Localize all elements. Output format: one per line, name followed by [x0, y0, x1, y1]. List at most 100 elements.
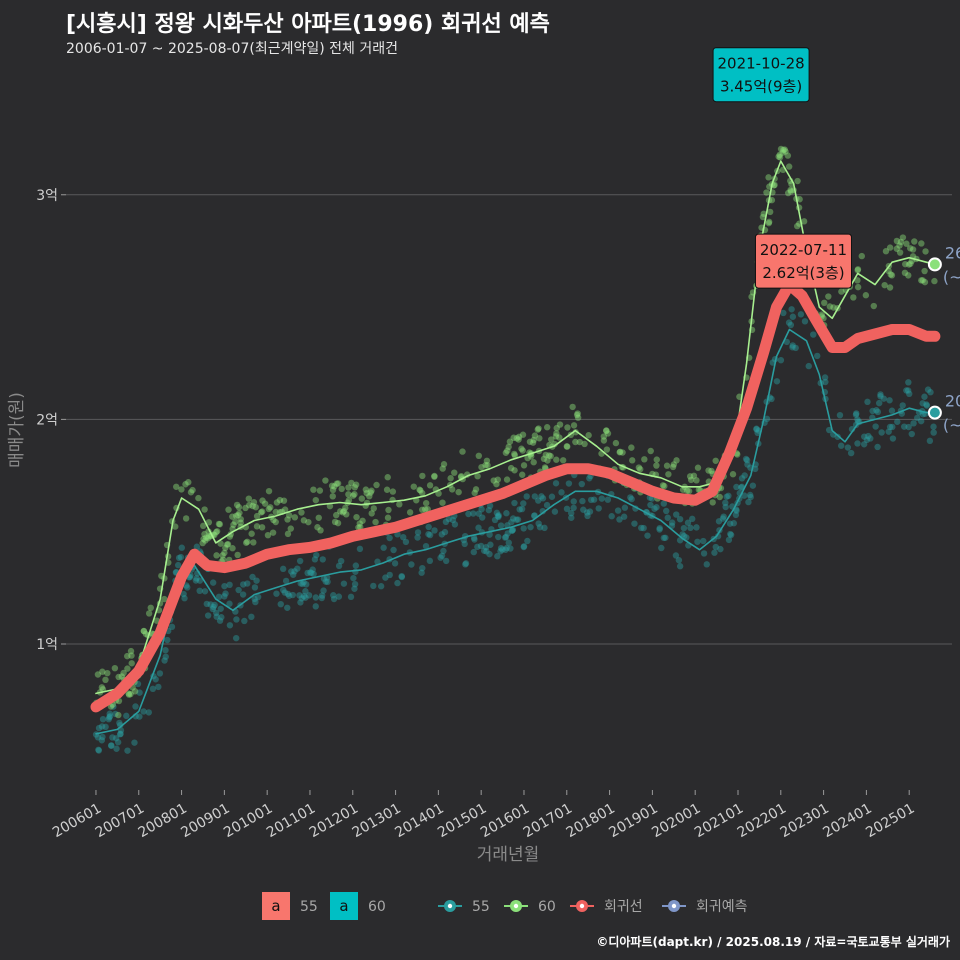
scatter-point — [106, 714, 113, 721]
scatter-point — [475, 510, 482, 517]
scatter-point — [584, 512, 591, 520]
scatter-point — [273, 499, 281, 506]
scatter-point — [908, 430, 915, 438]
scatter-point — [235, 504, 243, 511]
scatter-point — [233, 616, 240, 623]
scatter-point — [647, 447, 654, 455]
scatter-point — [893, 237, 901, 245]
scatter-point — [483, 548, 490, 555]
legend-label: 회귀선 — [604, 899, 643, 915]
scatter-point — [858, 252, 865, 260]
scatter-point — [480, 547, 488, 554]
scatter-point — [781, 146, 788, 153]
scatter-point — [886, 244, 894, 251]
scatter-point — [763, 189, 770, 196]
scatter-point — [744, 461, 751, 468]
scatter-point — [874, 408, 882, 416]
scatter-point — [894, 418, 901, 425]
scatter-point — [313, 551, 320, 559]
scatter-point — [285, 592, 293, 599]
scatter-point — [720, 513, 727, 520]
scatter-point — [907, 245, 914, 252]
scatter-point — [805, 362, 812, 370]
y-tick-label: 3억 — [36, 188, 58, 204]
scatter-point — [462, 561, 469, 568]
scatter-point — [115, 673, 122, 681]
scatter-point — [240, 581, 247, 588]
scatter-point — [785, 189, 792, 197]
scatter-point — [712, 457, 719, 464]
scatter-point — [490, 477, 497, 484]
scatter-point — [539, 495, 547, 502]
scatter-point — [199, 539, 206, 547]
scatter-point — [903, 240, 910, 247]
scatter-point — [897, 238, 905, 246]
end-label-value: 20,267 — [945, 392, 960, 411]
scatter-point — [192, 577, 200, 584]
scatter-point — [431, 472, 438, 480]
scatter-point — [570, 422, 578, 429]
scatter-point — [200, 535, 207, 543]
scatter-point — [232, 634, 240, 642]
scatter-point — [117, 721, 124, 729]
scatter-point — [245, 495, 253, 502]
scatter-point — [368, 510, 375, 517]
scatter-point — [373, 481, 380, 489]
scatter-point — [156, 670, 164, 677]
scatter-point — [440, 547, 447, 555]
scatter-point — [703, 561, 710, 568]
scatter-point — [386, 534, 393, 542]
scatter-point — [289, 571, 297, 578]
scatter-point — [862, 292, 870, 299]
scatter-point — [852, 411, 860, 418]
scatter-point — [442, 518, 450, 526]
scatter-point — [205, 533, 213, 540]
scatter-point — [789, 313, 797, 320]
scatter-point — [836, 411, 844, 419]
scatter-point — [494, 476, 501, 483]
scatter-point — [600, 437, 608, 444]
scatter-point — [727, 530, 734, 538]
scatter-point — [543, 424, 551, 431]
scatter-point — [603, 446, 611, 453]
scatter-point — [221, 549, 228, 557]
scatter-point — [497, 548, 504, 555]
scatter-point — [284, 530, 292, 538]
scatter-point — [638, 524, 645, 532]
scatter-point — [581, 440, 588, 448]
scatter-point — [112, 710, 119, 718]
scatter-point — [131, 739, 138, 746]
scatter-point — [565, 480, 573, 487]
scatter-point — [335, 593, 343, 600]
scatter-point — [345, 484, 352, 491]
scatter-point — [507, 464, 515, 472]
scatter-point — [152, 676, 159, 683]
scatter-point — [903, 387, 910, 394]
scatter-point — [241, 617, 248, 625]
scatter-point — [504, 530, 511, 537]
scatter-point — [288, 568, 295, 575]
scatter-point — [616, 448, 624, 455]
scatter-point — [586, 475, 593, 482]
scatter-point — [906, 390, 913, 398]
scatter-point — [213, 528, 220, 536]
scatter-point — [184, 584, 191, 591]
scatter-point — [535, 425, 542, 432]
scatter-point — [543, 501, 551, 509]
scatter-point — [108, 742, 115, 749]
scatter-point — [527, 523, 534, 531]
scatter-point — [604, 430, 612, 437]
scatter-point — [265, 487, 273, 495]
scatter-point — [108, 742, 115, 749]
scatter-point — [396, 501, 403, 508]
scatter-point — [680, 524, 688, 532]
x-tick-label: 202501 — [863, 801, 917, 842]
scatter-point — [509, 515, 517, 522]
scatter-point — [105, 716, 112, 723]
scatter-point — [539, 507, 546, 515]
scatter-point — [252, 503, 259, 511]
scatter-point — [337, 508, 344, 515]
scatter-point — [663, 507, 670, 515]
scatter-point — [102, 676, 109, 684]
scatter-point — [733, 483, 740, 491]
